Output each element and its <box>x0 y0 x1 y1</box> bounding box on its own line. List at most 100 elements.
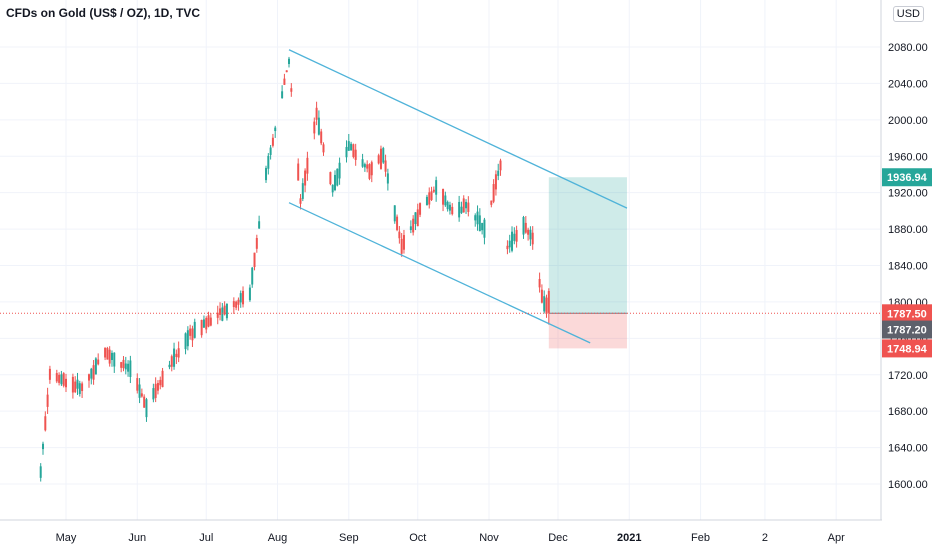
candle-body <box>448 204 451 211</box>
candle-body <box>271 137 274 146</box>
candlestick-series <box>39 56 550 482</box>
candle-body <box>76 379 79 389</box>
candle-body <box>458 201 461 218</box>
candle-body <box>94 358 97 375</box>
candle-body <box>329 172 332 185</box>
candle-body <box>202 319 205 328</box>
candle-body <box>467 202 470 212</box>
candle-body <box>382 148 385 163</box>
candle-body <box>412 218 415 233</box>
candle-body <box>219 308 222 315</box>
price-tick-label: 1840.00 <box>888 261 928 273</box>
crosshair-price-tag <box>882 320 932 339</box>
candle-body <box>304 170 307 186</box>
price-tick-label: 1960.00 <box>888 151 928 163</box>
candle-body <box>379 148 382 169</box>
time-tick-label: 2021 <box>617 532 641 544</box>
candle-body <box>333 174 336 191</box>
candle-body <box>216 312 219 318</box>
candle-body <box>58 374 61 383</box>
candle-body <box>92 365 95 380</box>
candle-body <box>173 348 176 367</box>
channel-lower-line[interactable] <box>288 202 591 344</box>
candle-body <box>317 117 320 135</box>
candle-body <box>299 198 302 204</box>
candle-body <box>152 388 155 400</box>
candle-body <box>492 184 495 202</box>
candle-body <box>350 143 353 151</box>
candle-body <box>143 396 146 408</box>
price-tick-label: 1600.00 <box>888 479 928 491</box>
price-tick-label: 2080.00 <box>888 42 928 54</box>
long-position-tool[interactable] <box>548 177 627 349</box>
target-zone[interactable] <box>548 177 627 314</box>
candle-body <box>42 443 45 450</box>
time-tick-label: 2 <box>762 532 768 544</box>
current-price-tag <box>882 304 932 323</box>
candle-body <box>513 233 516 241</box>
candle-body <box>177 348 180 358</box>
candle-body <box>331 184 334 193</box>
candle-body <box>497 170 500 176</box>
candle-body <box>354 149 357 160</box>
candle-body <box>297 163 300 181</box>
candle-body <box>527 229 530 235</box>
candle-body <box>398 231 401 239</box>
candle-body <box>120 362 123 368</box>
candle-body <box>522 217 525 235</box>
candle-body <box>193 321 196 338</box>
candle-body <box>108 349 111 364</box>
candle-body <box>124 363 127 370</box>
candle-body <box>547 290 550 313</box>
grid <box>0 0 880 520</box>
descending-channel[interactable] <box>288 49 628 344</box>
candle-body <box>396 216 399 231</box>
candle-body <box>221 307 224 321</box>
candle-body <box>538 278 541 288</box>
candle-body <box>269 147 272 155</box>
candle-body <box>145 399 148 418</box>
candle-body <box>281 91 284 99</box>
candle-body <box>90 368 93 379</box>
time-tick-label: Apr <box>828 532 845 544</box>
candle-body <box>524 222 527 233</box>
candle-body <box>232 301 235 308</box>
target-price-tag-text: 1936.94 <box>887 172 928 184</box>
price-tick-label: 1720.00 <box>888 370 928 382</box>
candle-body <box>106 348 109 360</box>
candle-body <box>386 173 389 184</box>
time-tick-label: Nov <box>479 532 499 544</box>
candle-body <box>191 328 194 341</box>
stop-zone[interactable] <box>548 313 627 349</box>
symbol-title: CFDs on Gold (US$ / OZ), 1D, TVC <box>6 6 201 20</box>
candle-body <box>265 167 268 181</box>
candle-body <box>366 164 369 169</box>
candle-body <box>253 252 256 268</box>
candle-body <box>161 370 164 388</box>
candle-body <box>393 205 396 222</box>
candle-body <box>506 245 509 250</box>
currency-selector[interactable]: USD <box>892 6 924 22</box>
candle-body <box>416 209 419 227</box>
candle-body <box>65 378 67 388</box>
candle-body <box>209 317 212 326</box>
time-tick-label: Sep <box>339 532 359 544</box>
candle-body <box>168 364 171 368</box>
candle-body <box>258 221 261 229</box>
candle-body <box>225 304 228 319</box>
candle-body <box>156 383 159 391</box>
candle-body <box>442 188 445 205</box>
channel-upper-line[interactable] <box>288 49 628 209</box>
candle-body <box>352 144 355 157</box>
candle-body <box>368 164 371 179</box>
candle-body <box>345 146 348 158</box>
candle-body <box>338 162 341 179</box>
candle-body <box>110 352 113 360</box>
candle-body <box>255 237 258 249</box>
candle-body <box>499 160 502 171</box>
candle-body <box>543 296 546 312</box>
candle-body <box>301 183 304 199</box>
candle-body <box>515 230 518 242</box>
candle-body <box>419 203 422 215</box>
